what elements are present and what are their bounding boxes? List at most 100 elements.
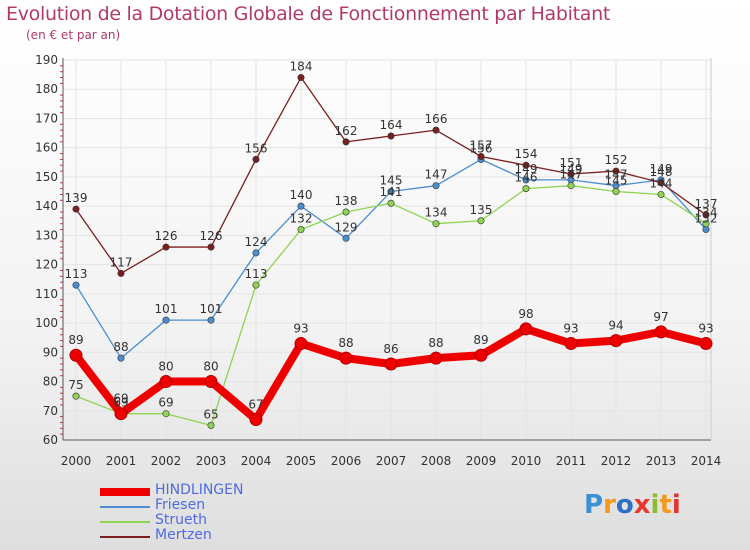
y-tick-label: 70 (43, 404, 58, 418)
data-point-hindlingen (69, 348, 83, 362)
data-point-hindlingen (699, 337, 713, 351)
data-point-mertzen (432, 126, 440, 134)
data-label-mertzen: 117 (110, 255, 133, 269)
data-point-strueth (477, 217, 485, 225)
data-point-friesen (702, 226, 710, 234)
data-label-mertzen: 157 (470, 138, 493, 152)
data-label-friesen: 140 (290, 188, 313, 202)
data-point-hindlingen (474, 348, 488, 362)
data-label-friesen: 147 (425, 168, 448, 182)
y-tick-label: 100 (35, 316, 58, 330)
tick-labels: 60 70 80 90 100 110 120 130 140 150 160 170 180 190 20… (35, 53, 721, 468)
data-point-strueth (522, 185, 530, 193)
data-point-mertzen (657, 179, 665, 187)
data-label-mertzen: 152 (605, 153, 628, 167)
data-point-hindlingen (429, 351, 443, 365)
data-point-friesen (117, 354, 125, 362)
logo-letter: i (671, 490, 681, 520)
data-point-mertzen (702, 211, 710, 219)
x-tick-label: 2009 (466, 454, 497, 468)
data-label-mertzen: 154 (515, 147, 538, 161)
data-label-hindlingen: 88 (338, 336, 353, 350)
data-label-friesen: 145 (380, 174, 403, 188)
y-tick-label: 110 (35, 287, 58, 301)
data-label-strueth: 147 (560, 168, 583, 182)
data-label-mertzen: 151 (560, 156, 583, 170)
data-point-hindlingen (204, 375, 218, 389)
data-label-mertzen: 137 (695, 197, 718, 211)
data-label-hindlingen: 89 (473, 333, 488, 347)
legend-swatch (100, 521, 150, 523)
data-point-strueth (342, 208, 350, 216)
data-point-friesen (522, 176, 530, 184)
x-tick-label: 2008 (421, 454, 452, 468)
data-label-friesen: 156 (470, 141, 493, 155)
data-point-strueth (387, 199, 395, 207)
data-point-hindlingen (339, 351, 353, 365)
data-label-mertzen: 164 (380, 118, 403, 132)
data-point-friesen (72, 281, 80, 289)
data-label-mertzen: 148 (650, 165, 673, 179)
legend-label: Strueth (155, 512, 207, 528)
data-point-strueth (252, 281, 260, 289)
data-label-hindlingen: 88 (428, 336, 443, 350)
data-point-friesen (207, 316, 215, 324)
y-tick-label: 120 (35, 258, 58, 272)
y-tick-label: 180 (35, 82, 58, 96)
logo-letter: t (659, 490, 672, 520)
axes (60, 58, 712, 441)
y-tick-label: 190 (35, 53, 58, 67)
y-tick-label: 130 (35, 228, 58, 242)
legend-swatch (100, 536, 150, 538)
data-label-mertzen: 156 (245, 141, 268, 155)
data-label-friesen: 88 (113, 340, 128, 354)
data-label-friesen: 132 (695, 212, 718, 226)
data-label-strueth: 65 (203, 407, 218, 421)
data-label-strueth: 69 (113, 396, 128, 410)
x-tick-label: 2003 (196, 454, 227, 468)
legend-swatch (100, 488, 150, 496)
data-label-mertzen: 184 (290, 60, 313, 74)
data-label-strueth: 146 (515, 171, 538, 185)
data-label-hindlingen: 86 (383, 342, 398, 356)
data-label-friesen: 129 (335, 220, 358, 234)
data-label-hindlingen: 94 (608, 319, 623, 333)
x-tick-label: 2004 (241, 454, 272, 468)
data-label-strueth: 75 (68, 378, 83, 392)
y-tick-label: 80 (43, 375, 58, 389)
data-point-mertzen (207, 243, 215, 251)
x-tick-label: 2010 (511, 454, 542, 468)
data-label-friesen: 113 (65, 267, 88, 281)
chart-title: Evolution de la Dotation Globale de Fonc… (6, 3, 611, 25)
y-tick-label: 150 (35, 170, 58, 184)
data-label-friesen: 149 (515, 162, 538, 176)
data-point-hindlingen (294, 337, 308, 351)
legend-swatch (100, 506, 150, 508)
y-tick-label: 160 (35, 141, 58, 155)
data-point-hindlingen (609, 334, 623, 348)
data-label-mertzen: 139 (65, 191, 88, 205)
data-label-hindlingen: 80 (203, 360, 218, 374)
data-point-friesen (387, 188, 395, 196)
data-point-hindlingen (564, 337, 578, 351)
data-point-mertzen (252, 155, 260, 163)
data-label-friesen: 149 (650, 162, 673, 176)
data-label-mertzen: 126 (200, 229, 223, 243)
x-tick-label: 2014 (691, 454, 722, 468)
data-label-strueth: 144 (650, 176, 673, 190)
data-point-mertzen (342, 138, 350, 146)
data-label-strueth: 138 (335, 194, 358, 208)
x-tick-label: 2002 (151, 454, 182, 468)
data-label-strueth: 145 (605, 174, 628, 188)
data-label-friesen: 101 (155, 302, 178, 316)
x-tick-label: 2007 (376, 454, 407, 468)
y-tick-label: 170 (35, 111, 58, 125)
data-point-mertzen (297, 74, 305, 82)
data-label-hindlingen: 67 (248, 398, 263, 412)
data-point-strueth (567, 182, 575, 190)
data-point-strueth (72, 392, 80, 400)
data-point-mertzen (162, 243, 170, 251)
legend-label: HINDLINGEN (155, 482, 244, 498)
x-tick-label: 2005 (286, 454, 317, 468)
